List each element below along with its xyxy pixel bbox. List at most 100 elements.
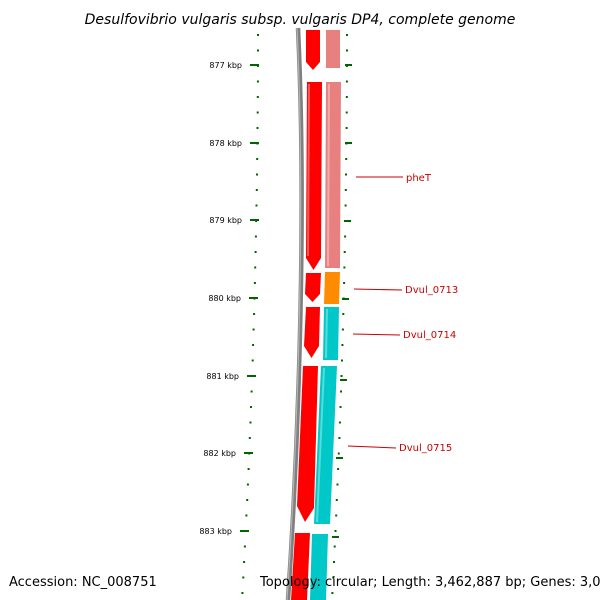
minor-tick: [343, 282, 346, 284]
cds-feature-dvul-0715: [297, 366, 318, 522]
gene-feature-phet: [325, 82, 341, 268]
tick-881-kbp: 881 kbp: [206, 372, 256, 381]
minor-tick: [249, 421, 252, 424]
gene-feature-dvul-0713: [324, 272, 340, 304]
gene-label-dvul-0715: Dvul_0715: [347, 443, 452, 454]
minor-tick: [345, 173, 347, 176]
minor-tick: [344, 235, 347, 238]
tick-label: 881 kbp: [206, 372, 239, 381]
gene-labels: pheT Dvul_0713 Dvul_0714 Dvul_0715: [347, 173, 458, 454]
minor-tick: [340, 390, 342, 393]
minor-tick: [338, 421, 341, 424]
cds-feature-phet: [306, 82, 322, 270]
minor-tick: [255, 189, 258, 191]
minor-tick: [248, 437, 251, 439]
minor-tick: [256, 158, 259, 160]
tick-label: 877 kbp: [209, 61, 242, 70]
minor-tick: [250, 406, 252, 408]
minor-tick: [254, 235, 257, 238]
right-major-ticks: [332, 64, 352, 538]
backbone-highlight: [286, 27, 302, 600]
tick-label: 879 kbp: [209, 216, 242, 225]
minor-tick: [337, 452, 340, 455]
minor-tick: [335, 514, 338, 517]
minor-tick: [332, 576, 335, 579]
minor-tick: [242, 576, 245, 579]
gene-label-dvul-0714: Dvul_0714: [352, 330, 456, 341]
minor-tick: [341, 328, 344, 331]
minor-tick: [254, 251, 257, 253]
minor-tick: [256, 173, 258, 176]
minor-tick: [255, 204, 258, 207]
cds-track: [291, 30, 322, 600]
cds-feature-dvul-0714: [304, 307, 320, 358]
minor-tick: [345, 111, 348, 114]
minor-tick: [341, 344, 344, 346]
minor-tick: [345, 96, 348, 98]
minor-tick: [241, 592, 244, 594]
gene-feature-bottom: [310, 534, 328, 600]
tick-882-kbp: 882 kbp: [203, 449, 253, 458]
minor-tick: [246, 499, 249, 501]
minor-tick: [336, 483, 339, 486]
minor-tick: [345, 80, 348, 83]
minor-tick: [254, 266, 257, 269]
gene-label-dvul-0713: Dvul_0713: [353, 285, 458, 296]
gene-label-phet: pheT: [356, 173, 432, 184]
gene-label-text: Dvul_0714: [403, 330, 456, 341]
accession-text: Accession: NC_008751: [9, 575, 157, 590]
minor-tick: [342, 313, 345, 315]
minor-tick: [339, 406, 342, 408]
minor-tick: [256, 96, 259, 98]
minor-tick: [257, 49, 259, 52]
minor-tick: [334, 530, 337, 532]
gene-label-text: Dvul_0713: [405, 285, 458, 296]
minor-tick: [333, 545, 336, 548]
minor-tick: [335, 499, 338, 501]
gene-feature-dvul-0714: [323, 307, 339, 360]
tick-878-kbp: 878 kbp: [209, 139, 259, 148]
gene-label-text: Dvul_0715: [399, 443, 452, 454]
minor-tick: [256, 80, 259, 83]
minor-tick: [247, 468, 250, 470]
tick-label: 883 kbp: [199, 527, 232, 536]
minor-tick: [345, 158, 348, 160]
gene-track: [310, 30, 341, 600]
minor-tick: [256, 111, 259, 114]
genome-title: Desulfovibrio vulgaris subsp. vulgaris D…: [85, 12, 516, 28]
feature-highlights: [307, 84, 330, 522]
gene-feature-dvul-0715: [314, 366, 337, 524]
minor-tick: [246, 483, 249, 486]
minor-tick: [340, 375, 343, 377]
minor-tick: [337, 468, 340, 470]
minor-tick: [343, 251, 346, 253]
tick-label: 880 kbp: [208, 294, 241, 303]
tick-879-kbp: 879 kbp: [209, 216, 259, 225]
minor-tick: [257, 34, 259, 36]
gene-feature-top: [326, 30, 340, 68]
tick-label: 882 kbp: [203, 449, 236, 458]
minor-tick: [331, 592, 334, 594]
minor-tick: [250, 390, 253, 393]
minor-tick: [346, 49, 348, 52]
minor-tick: [341, 359, 343, 362]
minor-tick: [243, 545, 246, 548]
minor-tick: [245, 514, 248, 517]
tick-880-kbp: 880 kbp: [208, 294, 258, 303]
minor-tick: [251, 359, 254, 362]
major-ticks: 877 kbp 878 kbp 879 kbp 880 kbp 881 kbp …: [199, 61, 259, 536]
tick-877-kbp: 877 kbp: [209, 61, 259, 70]
minor-tick: [243, 561, 246, 563]
cds-feature-dvul-0713: [305, 273, 321, 302]
minor-tick: [252, 344, 255, 346]
genome-backbone: [285, 27, 304, 600]
cds-feature-bottom: [291, 533, 310, 600]
minor-tick: [345, 127, 348, 129]
minor-tick: [256, 127, 259, 129]
cds-feature-top: [306, 30, 320, 70]
minor-tick: [333, 561, 335, 563]
tick-883-kbp: 883 kbp: [199, 527, 249, 536]
minor-tick: [346, 34, 348, 36]
minor-tick: [344, 189, 347, 191]
